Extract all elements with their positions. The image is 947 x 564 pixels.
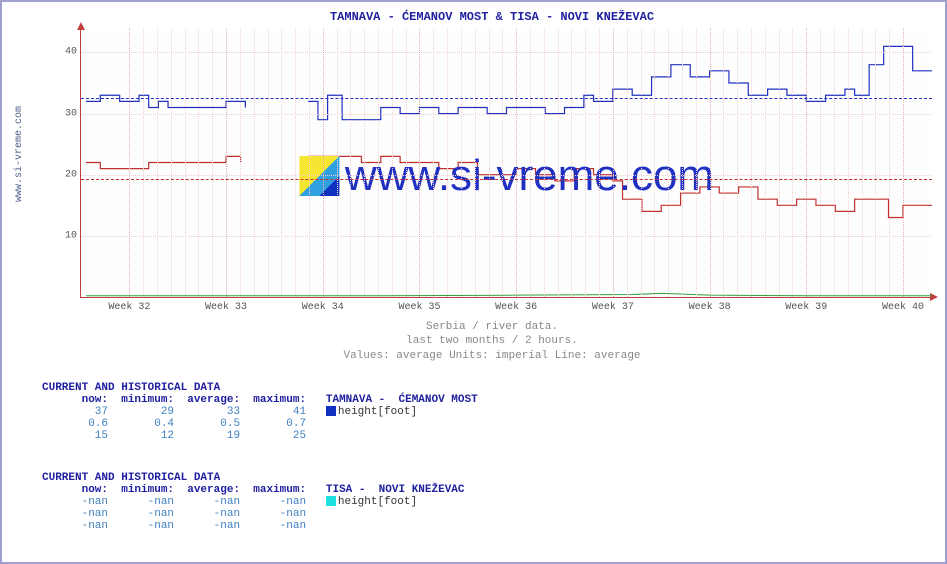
caption-line: last two months / 2 hours.: [52, 334, 932, 348]
caption-line: Serbia / river data.: [52, 320, 932, 334]
legend-square-icon: [326, 406, 336, 416]
data-block-title: CURRENT AND HISTORICAL DATA: [42, 382, 478, 394]
data-block-row: 0.6 0.4 0.5 0.7: [42, 418, 478, 430]
chart-area: TAMNAVA - ĆEMANOV MOST & TISA - NOVI KNE…: [52, 10, 932, 350]
x-tick-label: Week 35: [398, 302, 440, 313]
data-block-title: CURRENT AND HISTORICAL DATA: [42, 472, 465, 484]
y-tick-label: 40: [53, 47, 77, 58]
data-block-2: CURRENT AND HISTORICAL DATA now: minimum…: [42, 472, 465, 532]
data-block-row: -nan -nan -nan -nan: [42, 508, 465, 520]
plot: www.si-vreme.com 10203040Week 32Week 33W…: [80, 28, 932, 298]
y-tick-label: 10: [53, 230, 77, 241]
reference-line: [81, 98, 932, 99]
data-block-header-row: now: minimum: average: maximum: TISA - N…: [42, 484, 465, 496]
x-tick-label: Week 33: [205, 302, 247, 313]
x-tick-label: Week 36: [495, 302, 537, 313]
y-tick-label: 30: [53, 108, 77, 119]
x-tick-label: Week 39: [785, 302, 827, 313]
data-block-row: 37 29 33 41 height[foot]: [42, 406, 478, 418]
x-tick-label: Week 40: [882, 302, 924, 313]
plot-wrap: www.si-vreme.com 10203040Week 32Week 33W…: [52, 28, 932, 298]
x-tick-label: Week 34: [302, 302, 344, 313]
reference-line: [81, 179, 932, 180]
chart-caption: Serbia / river data.last two months / 2 …: [52, 320, 932, 363]
data-block-1: CURRENT AND HISTORICAL DATA now: minimum…: [42, 382, 478, 442]
x-tick-label: Week 38: [689, 302, 731, 313]
side-url-text: www.si-vreme.com: [14, 106, 25, 202]
data-block-row: 15 12 19 25: [42, 430, 478, 442]
legend-square-icon: [326, 496, 336, 506]
data-block-row: -nan -nan -nan -nan height[foot]: [42, 496, 465, 508]
x-tick-label: Week 37: [592, 302, 634, 313]
y-tick-label: 20: [53, 169, 77, 180]
data-block-row: -nan -nan -nan -nan: [42, 520, 465, 532]
x-tick-label: Week 32: [108, 302, 150, 313]
caption-line: Values: average Units: imperial Line: av…: [52, 349, 932, 363]
chart-svg: [81, 28, 932, 297]
data-block-header-row: now: minimum: average: maximum: TAMNAVA …: [42, 394, 478, 406]
chart-title: TAMNAVA - ĆEMANOV MOST & TISA - NOVI KNE…: [52, 10, 932, 24]
